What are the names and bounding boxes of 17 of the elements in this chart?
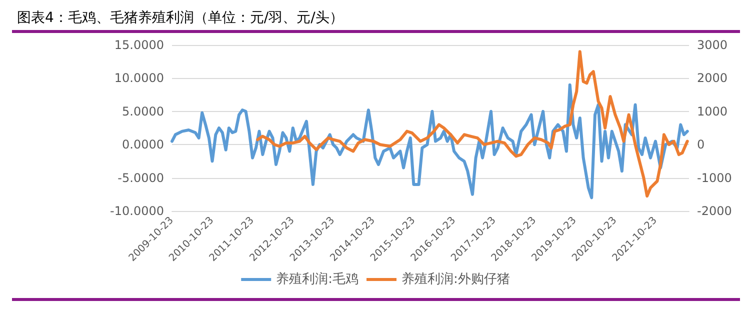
y2-tick-label: 2000 — [697, 71, 728, 86]
legend-label: 养殖利润:外购仔猪 — [402, 271, 510, 287]
legend-label: 养殖利润:毛鸡 — [276, 271, 359, 287]
y2-tick-label: 0 — [697, 138, 705, 152]
y-tick-label: 15.0000 — [114, 38, 164, 52]
y2-tick-label: -1000 — [697, 170, 732, 185]
line-series — [170, 83, 689, 200]
y2-tick-label: -2000 — [697, 204, 732, 218]
y-tick-label: 0.0000 — [122, 138, 164, 152]
y-tick-label: 5.0000 — [122, 104, 164, 118]
y2-tick-label: 3000 — [697, 38, 728, 52]
line-series — [256, 50, 689, 198]
y-tick-label: -10.0000 — [110, 204, 164, 218]
chart-title: 图表4：毛鸡、毛猪养殖利润（单位：元/羽、元/头） — [17, 10, 344, 26]
y-tick-label: -5.0000 — [118, 170, 164, 185]
y-tick-label: 10.0000 — [114, 71, 164, 86]
y2-tick-label: 1000 — [697, 104, 728, 118]
